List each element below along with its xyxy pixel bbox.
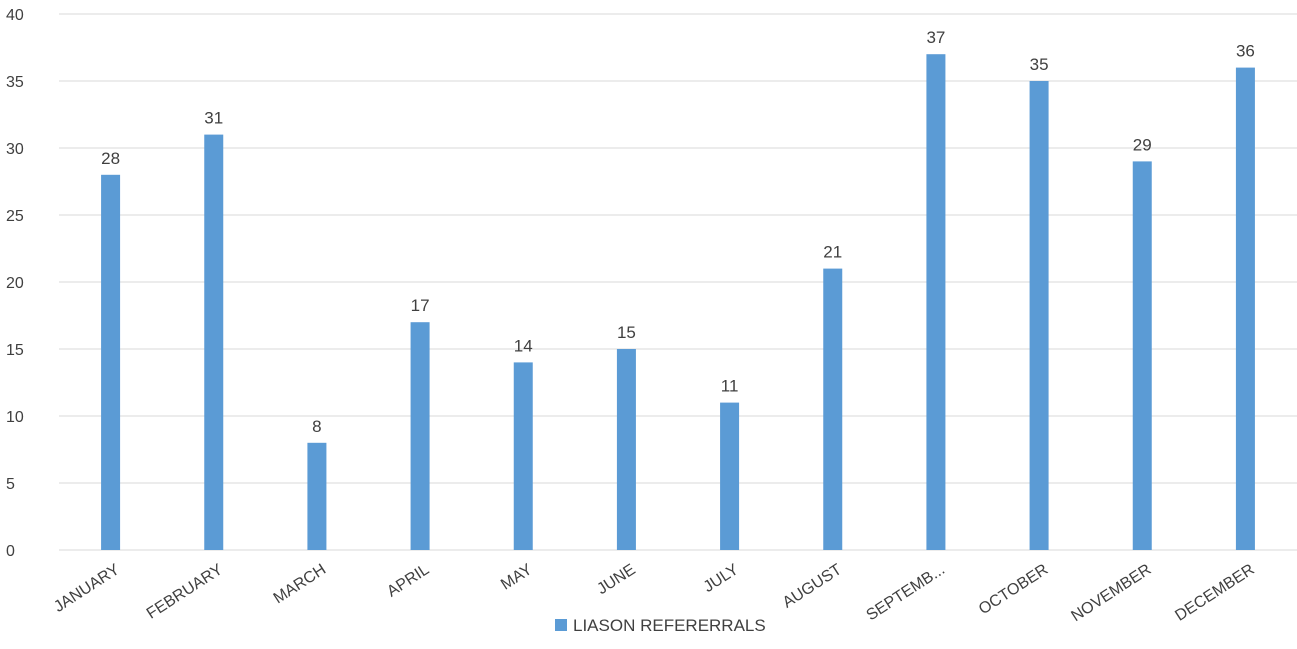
x-category-label: MAY <box>498 561 536 594</box>
bar <box>410 322 430 550</box>
data-label: 35 <box>1030 55 1049 74</box>
y-tick-label: 25 <box>6 208 24 225</box>
x-category-label: AUGUST <box>780 561 845 612</box>
x-category-label: FEBRUARY <box>144 561 226 623</box>
y-tick-label: 30 <box>6 141 24 158</box>
data-label: 36 <box>1236 42 1255 61</box>
data-label: 31 <box>204 109 223 128</box>
bars <box>101 54 1255 551</box>
legend-swatch <box>555 619 567 631</box>
x-category-label: DECEMBER <box>1172 561 1257 625</box>
x-category-label: JUNE <box>594 561 638 598</box>
x-category-label: NOVEMBER <box>1068 561 1154 625</box>
legend-label: LIASON REFERERRALS <box>573 616 766 635</box>
x-category-label: JANUARY <box>51 561 123 616</box>
y-tick-label: 0 <box>6 543 15 560</box>
bar <box>823 268 843 550</box>
bar <box>926 54 946 550</box>
x-category-label: OCTOBER <box>976 561 1051 618</box>
x-category-label: MARCH <box>271 561 329 607</box>
data-label: 29 <box>1133 135 1152 154</box>
data-label: 37 <box>926 28 945 47</box>
y-tick-label: 5 <box>6 476 15 493</box>
data-label: 15 <box>617 323 636 342</box>
data-label: 17 <box>411 296 430 315</box>
bar <box>307 442 327 550</box>
x-category-label: JULY <box>701 561 742 596</box>
bar <box>1132 161 1152 550</box>
legend: LIASON REFERERRALS <box>555 616 766 635</box>
y-axis-ticks: 0 5 10 15 20 25 30 35 40 <box>6 7 24 560</box>
data-label: 14 <box>514 336 533 355</box>
x-category-label: APRIL <box>384 561 432 600</box>
bar <box>513 362 533 550</box>
data-label: 28 <box>101 149 120 168</box>
bar <box>101 174 121 551</box>
data-labels: 28 31 8 17 14 15 11 21 37 35 29 36 <box>101 28 1255 436</box>
gridlines <box>59 13 1297 551</box>
y-tick-label: 10 <box>6 409 24 426</box>
y-tick-label: 35 <box>6 74 24 91</box>
y-tick-label: 20 <box>6 275 24 292</box>
bar <box>1029 81 1049 550</box>
x-category-label: SEPTEMB... <box>864 561 949 624</box>
bar <box>616 349 636 550</box>
data-label: 21 <box>823 243 842 262</box>
data-label: 8 <box>312 417 321 436</box>
data-label: 11 <box>721 377 739 396</box>
bar <box>1235 67 1255 550</box>
bar <box>720 402 740 550</box>
y-tick-label: 15 <box>6 342 24 359</box>
y-tick-label: 40 <box>6 7 24 24</box>
bar <box>204 134 224 550</box>
